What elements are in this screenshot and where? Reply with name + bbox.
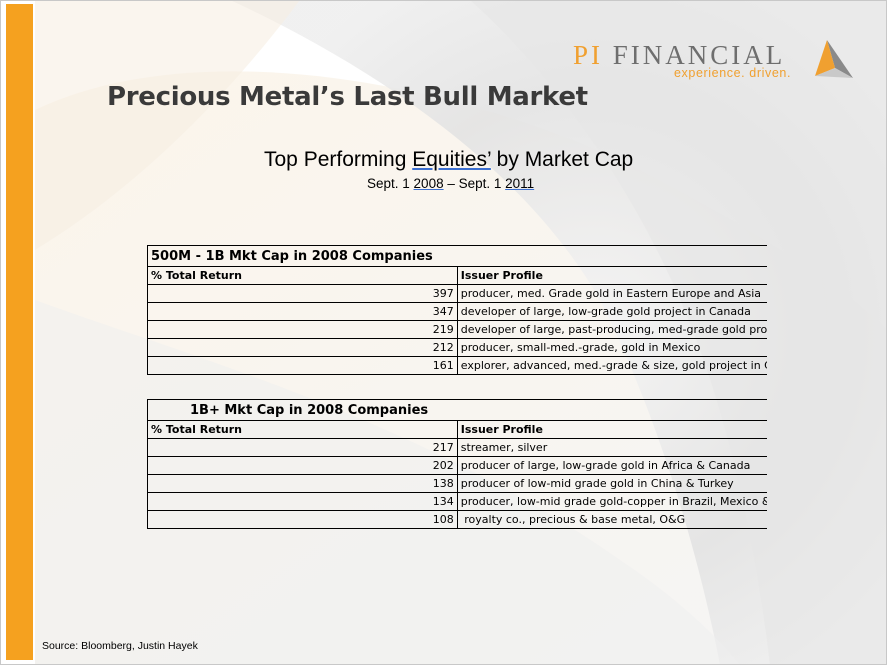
table-row: 347 developer of large, low-grade gold p… (147, 302, 767, 321)
return-cell: 108 (147, 510, 458, 529)
logo-wordmark: PI FINANCIAL (573, 40, 785, 71)
pi-financial-logo: PI FINANCIAL experience. driven. (573, 38, 863, 88)
profile-cell: developer of large, past-producing, med-… (457, 320, 767, 339)
return-cell: 134 (147, 492, 458, 511)
return-cell: 217 (147, 438, 458, 457)
table-row: 212 producer, small-med.-grade, gold in … (147, 338, 767, 357)
table-title: 1B+ Mkt Cap in 2008 Companies (147, 399, 767, 421)
table-row: 397 producer, med. Grade gold in Eastern… (147, 284, 767, 303)
date-range-year-start: 2008 (413, 176, 444, 191)
profile-cell: streamer, silver (457, 438, 767, 457)
table-row: 134 producer, low-mid grade gold-copper … (147, 492, 767, 511)
heading-part-1: Top Performing (264, 148, 413, 171)
column-header-profile: Issuer Profile (457, 266, 767, 285)
table-header-row: % Total Return Issuer Profile (147, 420, 767, 439)
table-heading: Top Performing Equities’ by Market Cap (264, 148, 633, 172)
return-cell: 397 (147, 284, 458, 303)
table-row: 202 producer of large, low-grade gold in… (147, 456, 767, 475)
column-header-return: % Total Return (147, 266, 458, 285)
date-range-year-end: 2011 (505, 176, 535, 191)
table-row: 138 producer of low-mid grade gold in Ch… (147, 474, 767, 493)
profile-cell: producer, small-med.-grade, gold in Mexi… (457, 338, 767, 357)
return-cell: 219 (147, 320, 458, 339)
profile-cell: producer, med. Grade gold in Eastern Eur… (457, 284, 767, 303)
return-cell: 161 (147, 356, 458, 375)
profile-cell: producer of large, low-grade gold in Afr… (457, 456, 767, 475)
logo-tagline: experience. driven. (674, 66, 792, 80)
return-cell: 138 (147, 474, 458, 493)
table-title-row: 1B+ Mkt Cap in 2008 Companies (147, 399, 767, 421)
table-row: 108 royalty co., precious & base metal, … (147, 510, 767, 529)
page-title: Precious Metal’s Last Bull Market (107, 82, 588, 112)
table-title: 500M - 1B Mkt Cap in 2008 Companies (147, 245, 767, 267)
column-header-profile: Issuer Profile (457, 420, 767, 439)
logo-financial: FINANCIAL (612, 40, 786, 70)
profile-cell: developer of large, low-grade gold proje… (457, 302, 767, 321)
return-cell: 202 (147, 456, 458, 475)
source-note: Source: Bloomberg, Justin Hayek (42, 640, 198, 652)
profile-cell: explorer, advanced, med.-grade & size, g… (457, 356, 767, 375)
table-mid-cap: 500M - 1B Mkt Cap in 2008 Companies % To… (147, 245, 767, 375)
profile-cell: producer, low-mid grade gold-copper in B… (457, 492, 767, 511)
profile-cell: producer of low-mid grade gold in China … (457, 474, 767, 493)
date-range: Sept. 1 2008 – Sept. 1 2011 (367, 176, 534, 191)
table-header-row: % Total Return Issuer Profile (147, 266, 767, 285)
accent-bar (6, 4, 33, 660)
heading-underlined-word: Equities’ (412, 148, 491, 171)
heading-part-3: by Market Cap (490, 148, 634, 171)
column-header-return: % Total Return (147, 420, 458, 439)
table-row: 219 developer of large, past-producing, … (147, 320, 767, 339)
logo-pyramid-icon (815, 40, 853, 78)
return-cell: 212 (147, 338, 458, 357)
table-title-row: 500M - 1B Mkt Cap in 2008 Companies (147, 245, 767, 267)
date-range-a: Sept. 1 (367, 176, 414, 191)
table-row: 217 streamer, silver (147, 438, 767, 457)
table-row: 161 explorer, advanced, med.-grade & siz… (147, 356, 767, 375)
date-range-c: – Sept. 1 (443, 176, 506, 191)
logo-pi: PI (573, 40, 604, 70)
profile-cell: royalty co., precious & base metal, O&G (457, 510, 767, 529)
return-cell: 347 (147, 302, 458, 321)
table-large-cap: 1B+ Mkt Cap in 2008 Companies % Total Re… (147, 399, 767, 529)
